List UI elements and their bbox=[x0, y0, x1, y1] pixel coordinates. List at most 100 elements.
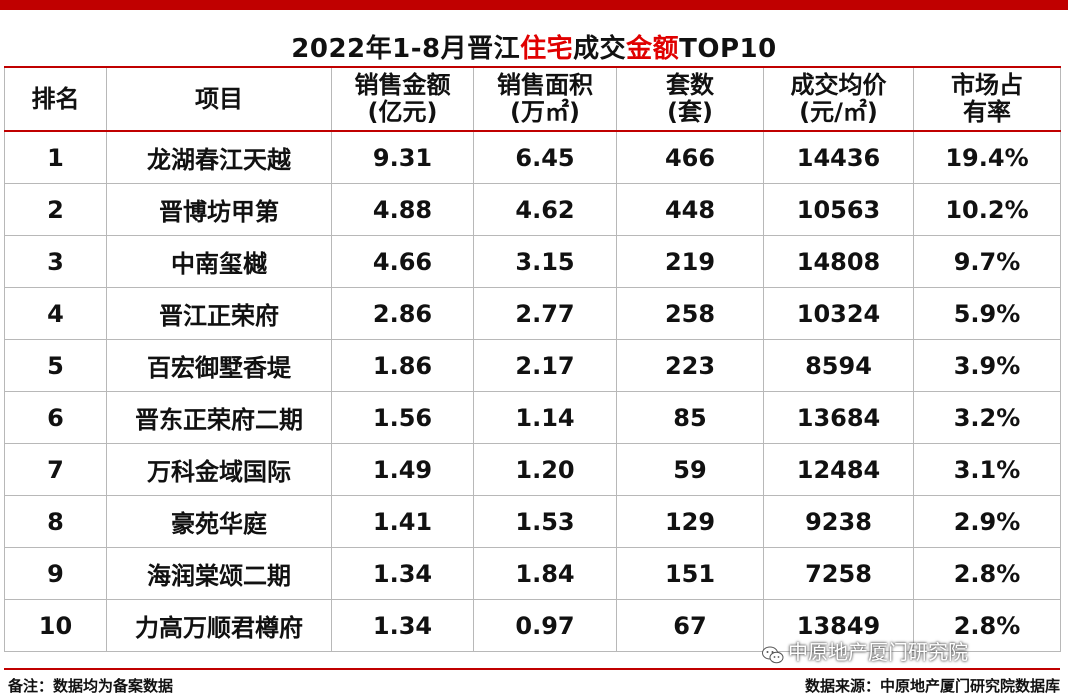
table-row: 3 中南玺樾 4.66 3.15 219 14808 9.7% bbox=[4, 235, 1061, 288]
cell-project: 晋江正荣府 bbox=[106, 287, 332, 340]
cell-share: 19.4% bbox=[913, 130, 1061, 184]
footer-red-rule bbox=[4, 668, 1060, 670]
header-avg-price-line2: (元/㎡) bbox=[799, 98, 878, 126]
footer-note: 备注：数据均为备案数据 bbox=[8, 677, 174, 695]
cell-units: 59 bbox=[616, 443, 764, 496]
footer-source: 数据来源：中原地产厦门研究院数据库 bbox=[804, 677, 1060, 695]
cell-price: 14808 bbox=[763, 235, 914, 288]
cell-rank: 3 bbox=[4, 235, 107, 288]
cell-share: 3.1% bbox=[913, 443, 1061, 496]
ranking-table: 排名 项目 销售金额 (亿元) 销售面积 (万㎡) 套数 (套) 成交均价 (元/㎡) … bbox=[4, 66, 1061, 652]
table-row: 7 万科金域国际 1.49 1.20 59 12484 3.1% bbox=[4, 443, 1061, 496]
wechat-icon bbox=[762, 645, 784, 663]
cell-amount: 1.34 bbox=[331, 599, 474, 652]
cell-rank: 10 bbox=[4, 599, 107, 652]
cell-rank: 8 bbox=[4, 495, 107, 548]
cell-rank: 7 bbox=[4, 443, 107, 496]
cell-price: 10563 bbox=[763, 183, 914, 236]
header-units: 套数 (套) bbox=[616, 66, 764, 132]
table-row: 10 力高万顺君樽府 1.34 0.97 67 13849 2.8% bbox=[4, 599, 1061, 652]
title-part3: 成交 bbox=[573, 34, 627, 64]
wechat-watermark: 中原地产厦门研究院 bbox=[762, 636, 968, 665]
cell-price: 14436 bbox=[763, 130, 914, 184]
cell-amount: 1.86 bbox=[331, 339, 474, 392]
cell-price: 10324 bbox=[763, 287, 914, 340]
cell-project: 晋东正荣府二期 bbox=[106, 391, 332, 444]
cell-area: 1.84 bbox=[473, 547, 617, 600]
cell-project: 晋博坊甲第 bbox=[106, 183, 332, 236]
table-row: 5 百宏御墅香堤 1.86 2.17 223 8594 3.9% bbox=[4, 339, 1061, 392]
page-title: 2022年1-8月晋江住宅成交金额TOP10 bbox=[0, 28, 1068, 65]
cell-project: 百宏御墅香堤 bbox=[106, 339, 332, 392]
cell-units: 219 bbox=[616, 235, 764, 288]
header-sales-area-line2: (万㎡) bbox=[510, 98, 580, 126]
header-project: 项目 bbox=[106, 66, 332, 132]
cell-rank: 9 bbox=[4, 547, 107, 600]
cell-area: 2.77 bbox=[473, 287, 617, 340]
header-market-share: 市场占 有率 bbox=[913, 66, 1061, 132]
cell-rank: 4 bbox=[4, 287, 107, 340]
header-units-line1: 套数 bbox=[666, 71, 714, 99]
cell-area: 4.62 bbox=[473, 183, 617, 236]
header-market-share-line1: 市场占 bbox=[951, 71, 1023, 99]
cell-price: 13849 bbox=[763, 599, 914, 652]
cell-share: 5.9% bbox=[913, 287, 1061, 340]
cell-amount: 9.31 bbox=[331, 130, 474, 184]
cell-project: 中南玺樾 bbox=[106, 235, 332, 288]
title-part5: TOP10 bbox=[679, 34, 777, 64]
header-sales-amount-line1: 销售金额 bbox=[354, 71, 451, 99]
cell-project: 豪苑华庭 bbox=[106, 495, 332, 548]
cell-share: 3.2% bbox=[913, 391, 1061, 444]
cell-project: 力高万顺君樽府 bbox=[106, 599, 332, 652]
table-row: 1 龙湖春江天越 9.31 6.45 466 14436 19.4% bbox=[4, 130, 1061, 184]
cell-area: 2.17 bbox=[473, 339, 617, 392]
cell-amount: 1.41 bbox=[331, 495, 474, 548]
top-red-bar bbox=[0, 0, 1068, 10]
cell-share: 2.8% bbox=[913, 599, 1061, 652]
cell-area: 1.20 bbox=[473, 443, 617, 496]
cell-units: 67 bbox=[616, 599, 764, 652]
cell-area: 0.97 bbox=[473, 599, 617, 652]
cell-rank: 6 bbox=[4, 391, 107, 444]
cell-units: 258 bbox=[616, 287, 764, 340]
cell-share: 3.9% bbox=[913, 339, 1061, 392]
table-row: 4 晋江正荣府 2.86 2.77 258 10324 5.9% bbox=[4, 287, 1061, 340]
cell-area: 1.53 bbox=[473, 495, 617, 548]
title-part4: 金额 bbox=[626, 34, 680, 64]
cell-amount: 4.88 bbox=[331, 183, 474, 236]
table-row: 2 晋博坊甲第 4.88 4.62 448 10563 10.2% bbox=[4, 183, 1061, 236]
cell-units: 85 bbox=[616, 391, 764, 444]
cell-amount: 1.56 bbox=[331, 391, 474, 444]
cell-price: 7258 bbox=[763, 547, 914, 600]
cell-project: 海润棠颂二期 bbox=[106, 547, 332, 600]
cell-price: 13684 bbox=[763, 391, 914, 444]
header-sales-amount: 销售金额 (亿元) bbox=[331, 66, 474, 132]
table-row: 6 晋东正荣府二期 1.56 1.14 85 13684 3.2% bbox=[4, 391, 1061, 444]
cell-share: 10.2% bbox=[913, 183, 1061, 236]
cell-price: 9238 bbox=[763, 495, 914, 548]
cell-share: 9.7% bbox=[913, 235, 1061, 288]
cell-area: 6.45 bbox=[473, 130, 617, 184]
header-market-share-line2: 有率 bbox=[963, 98, 1011, 126]
cell-amount: 1.34 bbox=[331, 547, 474, 600]
cell-units: 129 bbox=[616, 495, 764, 548]
cell-units: 466 bbox=[616, 130, 764, 184]
cell-rank: 1 bbox=[4, 130, 107, 184]
header-sales-area-line1: 销售面积 bbox=[497, 71, 593, 99]
header-avg-price: 成交均价 (元/㎡) bbox=[763, 66, 914, 132]
cell-price: 8594 bbox=[763, 339, 914, 392]
cell-amount: 1.49 bbox=[331, 443, 474, 496]
title-part1: 2022年1-8月晋江 bbox=[291, 34, 521, 64]
cell-area: 3.15 bbox=[473, 235, 617, 288]
header-rank: 排名 bbox=[4, 66, 107, 132]
header-sales-area: 销售面积 (万㎡) bbox=[473, 66, 617, 132]
header-sales-amount-line2: (亿元) bbox=[367, 98, 438, 126]
title-part2: 住宅 bbox=[520, 34, 574, 64]
cell-rank: 5 bbox=[4, 339, 107, 392]
wechat-account-name: 中原地产厦门研究院 bbox=[788, 640, 968, 664]
cell-area: 1.14 bbox=[473, 391, 617, 444]
cell-amount: 4.66 bbox=[331, 235, 474, 288]
cell-units: 448 bbox=[616, 183, 764, 236]
table-row: 9 海润棠颂二期 1.34 1.84 151 7258 2.8% bbox=[4, 547, 1061, 600]
cell-rank: 2 bbox=[4, 183, 107, 236]
